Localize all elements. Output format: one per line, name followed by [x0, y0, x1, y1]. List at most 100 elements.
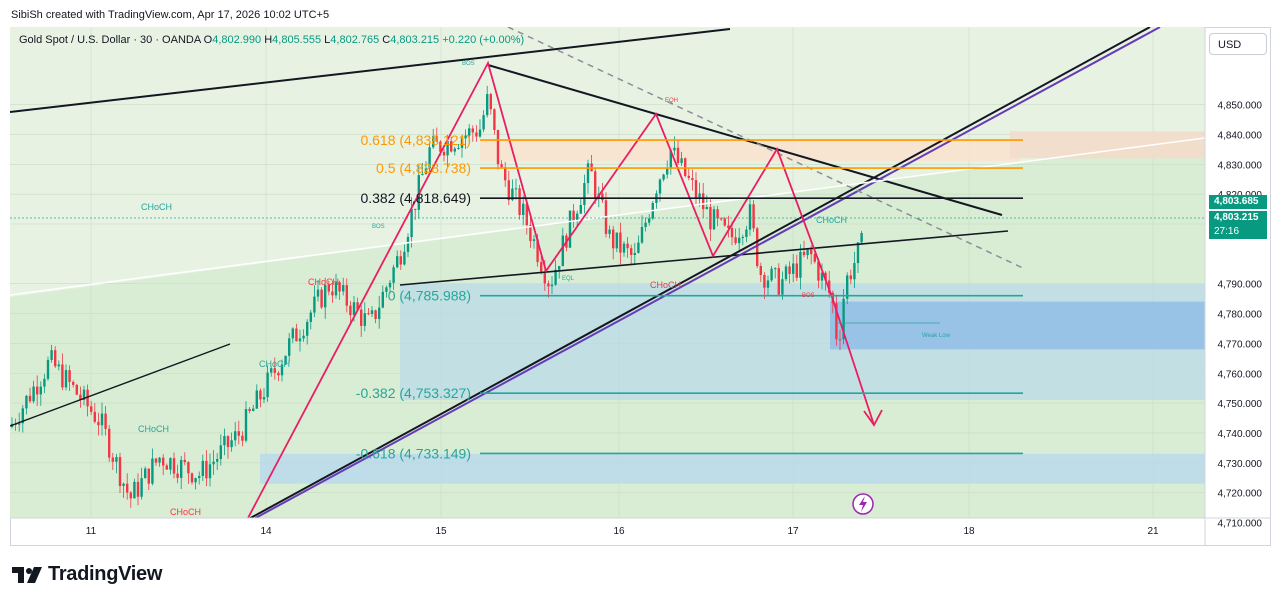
candle-body [720, 218, 723, 220]
candle-body [475, 132, 478, 137]
candle-body [594, 171, 597, 199]
candle-body [846, 275, 849, 299]
trendline-upper-resistance [10, 28, 731, 113]
price-axis-tick-label: 4,780.000 [1218, 310, 1263, 321]
annotation-choch: CHoCH [170, 507, 201, 517]
price-axis-tick-label: 4,750.000 [1218, 399, 1263, 410]
candle-body [676, 147, 680, 164]
candle-body [687, 175, 690, 178]
candle-body [252, 408, 255, 412]
annotation-choch: CHoCH [650, 280, 681, 290]
tradingview-logo-icon [12, 566, 42, 583]
candle-body [554, 269, 557, 285]
fib-level-label: 0.5 (4,828.738) [376, 160, 471, 176]
candle-body [486, 94, 489, 116]
candle-body [291, 328, 294, 339]
candle-body [68, 370, 71, 382]
candle-body [122, 483, 125, 486]
order-block-zone [830, 301, 1205, 350]
candle-body [468, 128, 471, 136]
candle-body [374, 310, 377, 320]
candle-body [309, 312, 312, 322]
candle-body [345, 285, 348, 306]
candle-body [684, 158, 687, 176]
currency-button[interactable]: USD [1209, 33, 1267, 55]
upper-zone-shade [10, 27, 1205, 297]
candle-body [385, 287, 388, 292]
candle-body [813, 254, 816, 262]
annotation-bos: BOS [372, 224, 385, 230]
candle-body [198, 476, 201, 479]
candle-body [298, 338, 302, 342]
annotation-choch: CHoCH [308, 277, 339, 287]
candle-body [561, 235, 564, 267]
candle-body [608, 229, 611, 234]
candle-body [169, 458, 172, 470]
candle-body [216, 459, 219, 462]
candle-body [187, 462, 190, 474]
time-axis-tick-label: 11 [86, 526, 97, 537]
candle-body [126, 483, 129, 493]
channel-line-purple [253, 27, 1161, 518]
chart-credit: SibiSh created with TradingView.com, Apr… [11, 9, 330, 21]
price-axis-tick-label: 4,790.000 [1218, 280, 1263, 291]
candle-body [306, 321, 309, 336]
candle-body [428, 147, 431, 169]
candle-body [190, 473, 194, 483]
low-value: 4,802.765 [330, 34, 380, 46]
price-chart[interactable]: 0.618 (4,838.121) 0.5 (4,828.738) 0.382 (4… [10, 27, 1271, 546]
candle-body [856, 242, 860, 264]
candle-body [86, 389, 89, 407]
candle-body [43, 378, 46, 387]
candle-body [820, 272, 824, 281]
candle-body [766, 280, 770, 288]
candle-body [680, 158, 683, 164]
candle-body [288, 338, 291, 356]
candle-body [378, 307, 381, 320]
candle-body [730, 227, 734, 238]
candle-body [226, 436, 230, 448]
candle-body [792, 263, 795, 274]
change-value: +0.220 (+0.00%) [442, 34, 525, 46]
candle-body [741, 236, 744, 238]
close-value: 4,803.215 [390, 34, 440, 46]
last-price-value: 4,803.215 [1214, 212, 1259, 223]
candle-body [727, 225, 730, 228]
candle-body [543, 271, 546, 284]
candle-body [194, 478, 197, 483]
candle-body [316, 289, 320, 297]
candle-body [622, 243, 626, 253]
candle-body [637, 242, 640, 253]
candle-body [716, 209, 719, 219]
annotation-weak-low: Weak Low [922, 333, 951, 339]
candle-body [450, 141, 453, 152]
candle-body [849, 275, 852, 280]
candle-body [442, 151, 446, 156]
candle-body [648, 218, 651, 223]
candle-body [482, 115, 485, 130]
price-axis-tick-label: 4,720.000 [1218, 489, 1263, 500]
candle-body [370, 310, 374, 315]
tradingview-logo[interactable]: TradingView [12, 563, 162, 586]
candle-body [838, 339, 842, 341]
candle-body [558, 266, 561, 270]
supply-zone-extension [1010, 131, 1205, 159]
price-axis-tick-label: 4,830.000 [1218, 160, 1263, 171]
candle-body [493, 109, 496, 130]
candle-body [338, 282, 341, 292]
candle-body [230, 440, 233, 448]
candle-body [18, 423, 21, 425]
symbol-legend: Gold Spot / U.S. Dollar · 30 · OANDA O4,… [19, 34, 524, 46]
candle-body [295, 328, 298, 342]
candle-body [460, 138, 464, 148]
candle-body [172, 458, 176, 474]
candle-body [270, 368, 273, 373]
candle-body [381, 291, 384, 308]
candle-body [572, 210, 575, 221]
candle-body [666, 167, 669, 175]
supply-zone [480, 138, 1020, 162]
candle-body [550, 284, 554, 287]
annotation-bos: BOS [802, 293, 815, 299]
lower-demand-zone [260, 453, 1205, 484]
candle-body [810, 249, 813, 255]
